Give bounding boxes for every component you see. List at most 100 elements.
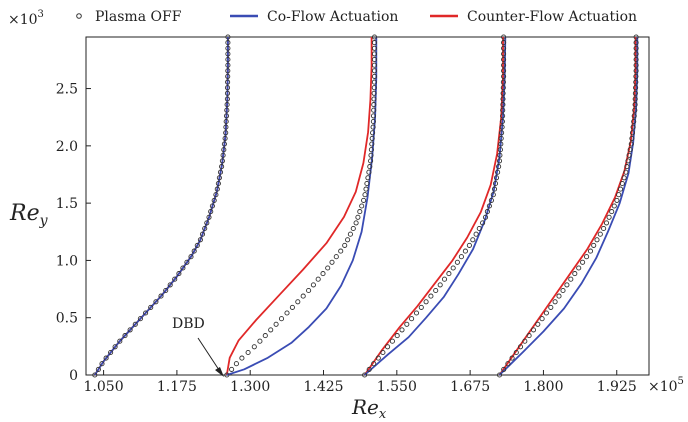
plasma-off-point [389,338,395,344]
plasma-off-point [306,287,312,294]
legend-label-co-flow: Co-Flow Actuation [267,9,398,25]
plasma-off-profile-2 [224,34,378,378]
plasma-off-point [371,40,378,46]
plasma-off-point [92,372,98,378]
plasma-off-point [225,34,231,40]
plasma-off-point [371,62,378,68]
plasma-off-point [500,79,506,85]
plasma-off-point [633,68,639,74]
plasma-off-point [632,102,638,108]
plasma-off-point [369,141,375,147]
plasma-off-point [441,276,448,282]
plasma-off-point [112,344,118,350]
plasma-off-point [353,220,359,226]
plasma-off-point [505,361,511,367]
plasma-off-point [197,237,203,243]
dbd-arrow-line [197,337,222,374]
plasma-off-point [501,40,507,46]
plasma-off-point [99,361,105,367]
plasma-off-point [365,175,371,181]
plasma-off-point [204,220,210,226]
plasma-off-point [225,56,231,63]
plasma-off-point [225,40,231,46]
x-axis: 1.050 1.175 1.300 1.425 1.550 1.675 1.800 1.925 [84,370,637,395]
plasma-off-point [564,282,570,288]
plasma-off-point [211,197,217,203]
y-multiplier-base: ×10 [8,12,38,28]
plasma-off-point [631,113,637,119]
plasma-off-point [233,361,239,367]
legend-item-co-flow: Co-Flow Actuation [230,9,398,25]
x-axis-title-sub: x [379,407,387,422]
plasma-off-point [501,73,507,79]
plasma-off-point [611,203,617,209]
y-tick-label: 1.5 [56,196,78,212]
plasma-off-point [594,237,600,243]
plasma-off-point [153,299,159,305]
plasma-off-point [225,51,231,57]
plasma-off-point [209,203,215,209]
plasma-off-point [122,333,128,339]
plasma-off-point [278,316,285,322]
series-layer [92,34,639,378]
y-tick-label: 1.0 [56,253,78,269]
plasma-off-point [224,85,231,91]
plasma-off-point [624,164,630,170]
plasma-off-point [423,299,429,305]
legend-item-counter-flow: Counter-Flow Actuation [430,9,637,25]
dbd-label: DBD [172,316,205,332]
y-axis-title-main: Re [9,201,40,226]
x-axis-title-main: Re [351,395,379,419]
plasma-off-point [371,102,377,108]
y-multiplier: ×103 [8,9,44,28]
plasma-off-point [380,349,386,356]
plasma-off-point [576,265,582,271]
plasma-off-point [359,203,365,209]
plasma-off-point [556,293,562,299]
plasma-off-point [367,164,373,170]
plasma-off-point [466,242,472,248]
plasma-off-point [543,310,549,316]
plasma-off-point [633,34,639,40]
plasma-off-point [225,62,231,68]
plasma-off-point [370,124,376,130]
plasma-off-point [371,34,378,40]
plasma-off-point [300,293,306,299]
plasma-off-point [614,197,620,203]
plasma-off-point [310,282,316,288]
plasma-off-point [584,254,590,260]
y-tick-label: 2.5 [56,82,78,98]
plasma-off-point [163,287,169,294]
plasma-off-point [148,304,154,310]
plasma-off-point [366,169,372,175]
plasma-off-point [633,85,639,91]
x-multiplier-exponent: 5 [678,376,684,387]
legend-label-plasma-off: Plasma OFF [95,9,182,25]
plasma-off-point [217,169,224,175]
plasma-off-point [289,304,295,310]
x-tick-label: 1.300 [230,379,270,395]
plasma-off-point [221,141,227,147]
plasma-off-point [535,321,541,327]
plasma-off-point [108,349,114,356]
plasma-off-point [501,62,507,68]
plasma-off-point [385,344,391,350]
plasma-off-point [95,366,101,372]
plasma-off-point [320,271,326,277]
plasma-off-point [368,158,374,164]
y-multiplier-exponent: 3 [38,9,44,20]
plasma-off-point [501,56,507,63]
plasma-off-point [361,197,367,203]
x-tick-label: 1.925 [597,379,637,395]
plasma-off-point [616,192,622,198]
plasma-off-point [362,372,368,378]
plasma-off-point [587,248,594,254]
plasma-off-point [363,186,369,192]
plasma-off-point [499,118,505,125]
x-tick-label: 1.675 [450,379,490,395]
plasma-off-point [501,366,507,372]
x-tick-label: 1.425 [303,379,343,395]
plasma-off-point [632,90,638,96]
plasma-off-point [371,45,378,51]
plasma-off-point [370,118,376,125]
